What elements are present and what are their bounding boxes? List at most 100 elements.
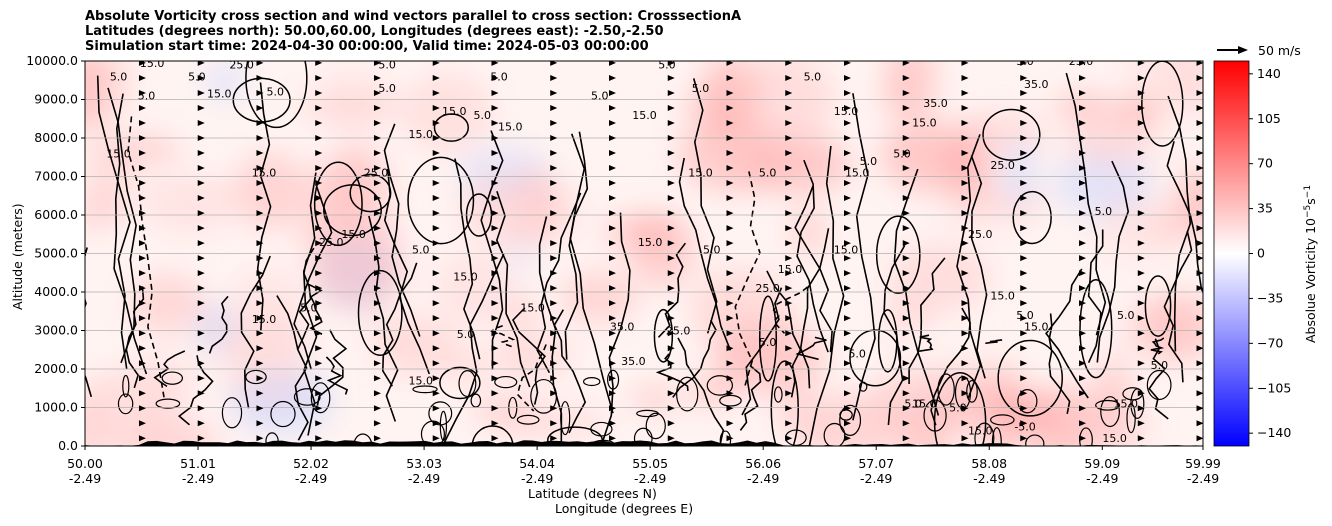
wind-vector xyxy=(315,119,323,126)
contour-label: 5.0 xyxy=(703,244,721,257)
wind-vector xyxy=(726,405,734,412)
contour-loop xyxy=(997,339,1063,417)
wind-vector xyxy=(1137,300,1145,307)
wind-vector xyxy=(667,195,675,202)
contour-line xyxy=(296,247,315,351)
wind-vector xyxy=(902,255,910,262)
wind-vector xyxy=(197,345,205,352)
wind-vector xyxy=(785,195,793,202)
wind-vector xyxy=(138,300,146,307)
wind-vector xyxy=(785,420,793,427)
wind-vector xyxy=(844,360,852,367)
wind-vector xyxy=(1020,89,1028,96)
contour-loop-low xyxy=(1095,399,1121,411)
wind-vector xyxy=(138,135,146,141)
wind-vector xyxy=(373,61,381,66)
contour-loop-low xyxy=(719,394,742,407)
wind-vector xyxy=(550,104,558,111)
vorticity-patch xyxy=(85,134,134,225)
wind-vector xyxy=(550,74,558,81)
wind-vector xyxy=(1196,375,1203,382)
wind-vector xyxy=(961,285,969,292)
wind-vector xyxy=(197,180,205,187)
y-tick-label: 7000.0 xyxy=(34,169,78,184)
wind-vector xyxy=(726,315,734,322)
vorticity-patch xyxy=(236,266,305,314)
wind-vector xyxy=(902,330,910,337)
contour-line xyxy=(1150,337,1165,355)
wind-vector xyxy=(138,255,146,262)
wind-vector xyxy=(844,135,852,141)
contour-loop-low xyxy=(310,382,331,414)
wind-vector xyxy=(1137,375,1145,382)
contour-loop-low xyxy=(636,409,659,418)
wind-vector xyxy=(256,195,264,202)
wind-vector xyxy=(608,270,616,277)
wind-vector xyxy=(432,360,440,367)
y-tick-label: 6000.0 xyxy=(34,207,78,222)
contour-line xyxy=(454,158,481,360)
wind-vector xyxy=(726,390,734,397)
wind-vector xyxy=(667,119,675,126)
wind-vector xyxy=(373,390,381,397)
wind-vector xyxy=(315,435,323,442)
contour-loop xyxy=(323,184,382,237)
wind-vector xyxy=(138,74,146,81)
wind-vector xyxy=(961,375,969,382)
contour-label: 15.0 xyxy=(638,236,663,249)
x-tick-label-lat: 59.09 xyxy=(1084,456,1120,471)
wind-vector xyxy=(608,300,616,307)
wind-vector xyxy=(1020,74,1028,81)
wind-vector xyxy=(550,135,558,141)
wind-vector xyxy=(138,180,146,187)
wind-vector xyxy=(961,390,969,397)
wind-vector xyxy=(902,119,910,126)
contour-loop-low xyxy=(706,375,734,396)
wind-vector xyxy=(1137,255,1145,262)
contour-loop-low xyxy=(633,427,653,446)
wind-vector xyxy=(373,89,381,96)
contour-label: 5.0 xyxy=(848,347,866,360)
wind-vector xyxy=(844,119,852,126)
vorticity-patch xyxy=(1054,92,1110,118)
contour-line xyxy=(564,131,589,360)
chart-title-line-1: Absolute Vorticity cross section and win… xyxy=(85,9,742,24)
wind-vector xyxy=(550,89,558,96)
contour-line xyxy=(127,116,165,398)
wind-vector xyxy=(902,165,910,172)
wind-vector xyxy=(138,270,146,277)
contour-line xyxy=(325,356,349,395)
wind-vector xyxy=(432,195,440,202)
wind-vector xyxy=(608,74,616,81)
x-tick-label-lon: -2.49 xyxy=(634,471,666,486)
y-tick-label: 5000.0 xyxy=(34,246,78,261)
wind-vector xyxy=(902,360,910,367)
wind-vector xyxy=(432,285,440,292)
wind-vector xyxy=(902,89,910,96)
contour-loop-low xyxy=(1100,396,1120,428)
wind-vector xyxy=(491,210,499,217)
wind-vector xyxy=(726,210,734,217)
wind-vector xyxy=(373,119,381,126)
wind-vector xyxy=(432,119,440,126)
wind-vector xyxy=(726,165,734,172)
contour-label: 5.0 xyxy=(1016,309,1034,322)
wind-vector xyxy=(844,375,852,382)
contour-label: 15.0 xyxy=(688,167,713,180)
wind-vector xyxy=(785,435,793,442)
wind-vector xyxy=(197,360,205,367)
vorticity-patch xyxy=(685,377,737,406)
wind-vector xyxy=(726,375,734,382)
wind-vector xyxy=(1079,61,1087,66)
contour-loop xyxy=(245,61,308,129)
vorticity-patch xyxy=(999,139,1041,208)
wind-vector xyxy=(373,375,381,382)
wind-vector xyxy=(550,180,558,187)
wind-vector xyxy=(197,119,205,126)
wind-vector xyxy=(726,195,734,202)
wind-vector xyxy=(785,180,793,187)
contour-line xyxy=(1087,229,1104,364)
wind-vector xyxy=(491,315,499,322)
wind-vector xyxy=(491,435,499,442)
wind-vector xyxy=(256,285,264,292)
